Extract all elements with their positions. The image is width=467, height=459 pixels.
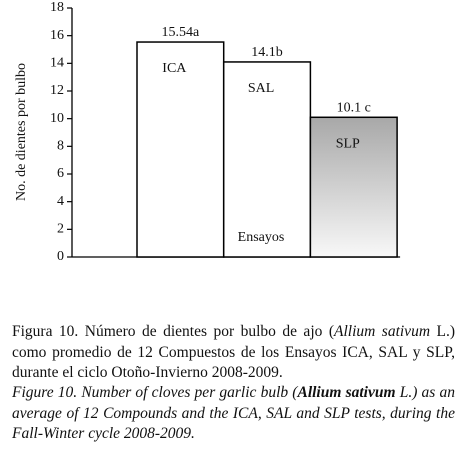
y-tick-label: 0 xyxy=(57,249,64,264)
category-label: ICA xyxy=(162,61,187,76)
y-tick-label: 14 xyxy=(50,56,64,71)
y-tick-label: 2 xyxy=(57,222,64,237)
caption-run: L.) as an average of 12 Compounds and th… xyxy=(12,384,455,442)
bar xyxy=(309,116,398,258)
caption-run: Allium sativum xyxy=(297,384,396,401)
value-label: 10.1 c xyxy=(337,101,371,116)
y-tick-label: 6 xyxy=(57,166,64,181)
x-axis-label: Ensayos xyxy=(238,230,285,245)
y-tick-label: 18 xyxy=(50,0,64,15)
caption-run: Figura 10. Número de dientes por bulbo d… xyxy=(12,323,334,340)
chart: No. de dientes por bulbo 0 2 4 6 8 10 12 14 16 18… xyxy=(14,0,401,264)
bar xyxy=(222,61,312,258)
y-tick-label: 10 xyxy=(50,111,64,126)
category-label: SLP xyxy=(336,137,360,152)
y-axis-label: No. de dientes por bulbo xyxy=(14,63,29,201)
caption-run: L.) como promedio de 12 Compuestos de lo… xyxy=(12,323,455,381)
caption-run: Allium sativum xyxy=(334,323,431,340)
y-tick-label: 16 xyxy=(50,28,64,43)
caption-en: Figure 10. Number of cloves per garlic b… xyxy=(12,383,455,445)
value-label: 15.54a xyxy=(161,25,200,40)
caption-es: Figura 10. Número de dientes por bulbo d… xyxy=(12,322,455,384)
y-tick-label: 8 xyxy=(57,139,64,154)
y-tick-label: 12 xyxy=(50,83,64,98)
category-label: SAL xyxy=(248,81,274,96)
value-label: 14.1b xyxy=(251,45,283,60)
y-tick-label: 4 xyxy=(57,194,64,209)
caption-run: Figure 10. Number of cloves per garlic b… xyxy=(12,384,298,401)
bar xyxy=(136,41,225,258)
